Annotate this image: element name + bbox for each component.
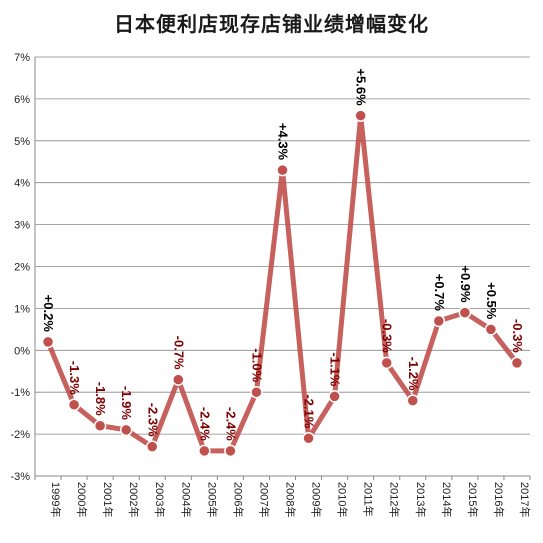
x-tick-label: 2015年 — [466, 482, 480, 517]
y-tick-label: 4% — [14, 178, 30, 190]
x-tick-label: 1999年 — [49, 482, 63, 517]
y-gridlines — [35, 56, 530, 477]
data-label: -1.9% — [119, 386, 134, 420]
x-tick-label: 2000年 — [75, 482, 89, 517]
data-label: +0.5% — [484, 282, 499, 320]
data-label: -0.7% — [171, 336, 186, 370]
data-point — [145, 440, 159, 453]
data-label: -2.4% — [197, 407, 212, 441]
data-label: +5.6% — [354, 68, 369, 106]
data-label: -2.3% — [145, 403, 160, 437]
x-tick-label: 2008年 — [284, 482, 298, 517]
data-label: -0.3% — [380, 319, 395, 353]
y-tick-label: 5% — [14, 136, 30, 148]
data-label: -1.1% — [328, 352, 343, 386]
data-labels: +0.2% -1.3% -1.8% -1.9% -2.3% -0.7% -2.4% -2.4%… — [41, 68, 525, 441]
x-tick-label: 2003年 — [153, 482, 167, 517]
y-tick-label: -2% — [10, 429, 30, 441]
data-point — [432, 314, 446, 328]
x-tick-label: 2001年 — [101, 482, 115, 517]
data-point — [67, 398, 81, 412]
x-tick-label: 2002年 — [127, 482, 141, 517]
chart-title: 日本便利店现存店铺业绩增幅变化 — [114, 12, 429, 36]
data-label: -0.3% — [510, 319, 525, 353]
x-tick-label: 2012年 — [388, 482, 402, 517]
x-tick-label: 2010年 — [336, 482, 350, 517]
y-tick-label: 1% — [14, 303, 30, 315]
data-point — [172, 373, 185, 386]
y-tick-label: 2% — [14, 262, 30, 274]
x-tick-label: 2011年 — [362, 482, 376, 517]
data-label: -2.1% — [302, 394, 317, 428]
data-point — [380, 356, 393, 370]
y-tick-label: 3% — [14, 220, 30, 232]
data-label: +0.2% — [41, 295, 56, 333]
y-tick-label: 7% — [14, 52, 30, 64]
y-tick-label: 6% — [14, 94, 30, 106]
data-point — [354, 109, 367, 122]
data-label: +4.3% — [276, 123, 291, 161]
data-point — [458, 306, 472, 319]
data-point — [41, 335, 55, 349]
y-tick-label: -1% — [10, 387, 30, 399]
data-point — [328, 390, 341, 403]
data-label: -1.8% — [93, 382, 108, 416]
x-tick-label: 2005年 — [205, 482, 219, 517]
y-tick-label: -3% — [10, 471, 30, 483]
x-tick-label: 2013年 — [414, 482, 428, 517]
y-tick-label: 0% — [14, 345, 30, 357]
data-point — [93, 419, 107, 432]
data-label: +0.7% — [432, 274, 447, 312]
x-tick-label: 2017年 — [518, 482, 532, 517]
x-tick-label: 2014年 — [440, 482, 454, 517]
data-label: -1.0% — [249, 348, 264, 382]
y-axis-ticks: 7% 6% 5% 4% 3% 2% 1% 0% -1% -2% -3% — [10, 52, 30, 483]
data-point — [484, 323, 498, 336]
data-label: -1.3% — [67, 361, 82, 395]
x-tick-label: 2016年 — [492, 482, 506, 517]
data-point — [276, 163, 289, 177]
data-point — [406, 394, 420, 407]
data-label: +0.9% — [458, 265, 473, 303]
data-point — [198, 444, 211, 458]
x-tick-label: 2004年 — [179, 482, 193, 517]
data-point — [510, 356, 524, 370]
data-point — [224, 444, 237, 458]
data-point — [250, 385, 263, 399]
data-label: -2.4% — [223, 407, 238, 441]
data-points — [41, 109, 524, 458]
data-label: -1.2% — [406, 357, 421, 391]
x-tick-label: 2007年 — [257, 482, 271, 517]
x-axis-ticks: 1999年 2000年 2001年 2002年 2003年 2004年 2005年 2006年… — [34, 476, 532, 517]
x-tick-label: 2009年 — [310, 482, 324, 517]
data-point — [119, 423, 133, 437]
data-point — [302, 432, 315, 445]
x-tick-label: 2006年 — [231, 482, 245, 517]
